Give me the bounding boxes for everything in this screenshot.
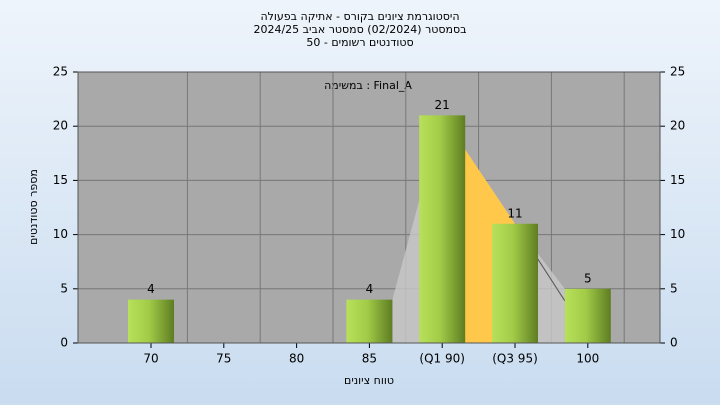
y2-tick-label: 15 [670, 173, 685, 187]
x-tick-label: 100 [576, 352, 599, 366]
x-axis-label: טווח ציונים [344, 374, 394, 387]
x-tick-label: (Q1 90) [419, 352, 465, 366]
x-tick-label: 85 [362, 352, 377, 366]
chart-subtitle: בסמסטר (02/2024) סמסטר אביב 2024/25 [253, 23, 466, 36]
data-label: 11 [507, 206, 522, 220]
y2-tick-label: 20 [670, 119, 685, 133]
bar [128, 299, 174, 343]
x-tick-label: 80 [289, 352, 304, 366]
data-label: 4 [147, 282, 155, 296]
plot-border [77, 71, 661, 344]
y2-tick-label: 0 [670, 336, 678, 350]
y2-tick-label: 10 [670, 227, 685, 241]
data-label: 5 [584, 271, 592, 285]
bar [564, 288, 611, 343]
y-axis-label: מספר סטודנטים [27, 169, 40, 245]
y-tick-label: 0 [60, 336, 68, 350]
y-tick-label: 25 [53, 65, 68, 79]
data-label: 21 [435, 98, 450, 112]
x-tick-label: (Q3 95) [492, 352, 538, 366]
bar [419, 115, 466, 343]
y2-tick-label: 5 [670, 281, 678, 295]
annotation: במשימה : Final_A [324, 79, 412, 92]
x-tick-label: 70 [143, 352, 158, 366]
data-label: 4 [366, 282, 374, 296]
y-tick-label: 5 [60, 281, 68, 295]
y2-tick-label: 25 [670, 65, 685, 79]
y-tick-label: 20 [53, 119, 68, 133]
y-tick-label: 15 [53, 173, 68, 187]
y-tick-label: 10 [53, 227, 68, 241]
chart-subtitle: סטודנטים רשומים - 50 [306, 36, 413, 49]
chart-title: היסטוגרמת ציונים בקורס - אתיקה בפעולה [260, 10, 459, 23]
x-tick-label: 75 [216, 352, 231, 366]
bar [346, 299, 393, 343]
bar [492, 223, 538, 343]
